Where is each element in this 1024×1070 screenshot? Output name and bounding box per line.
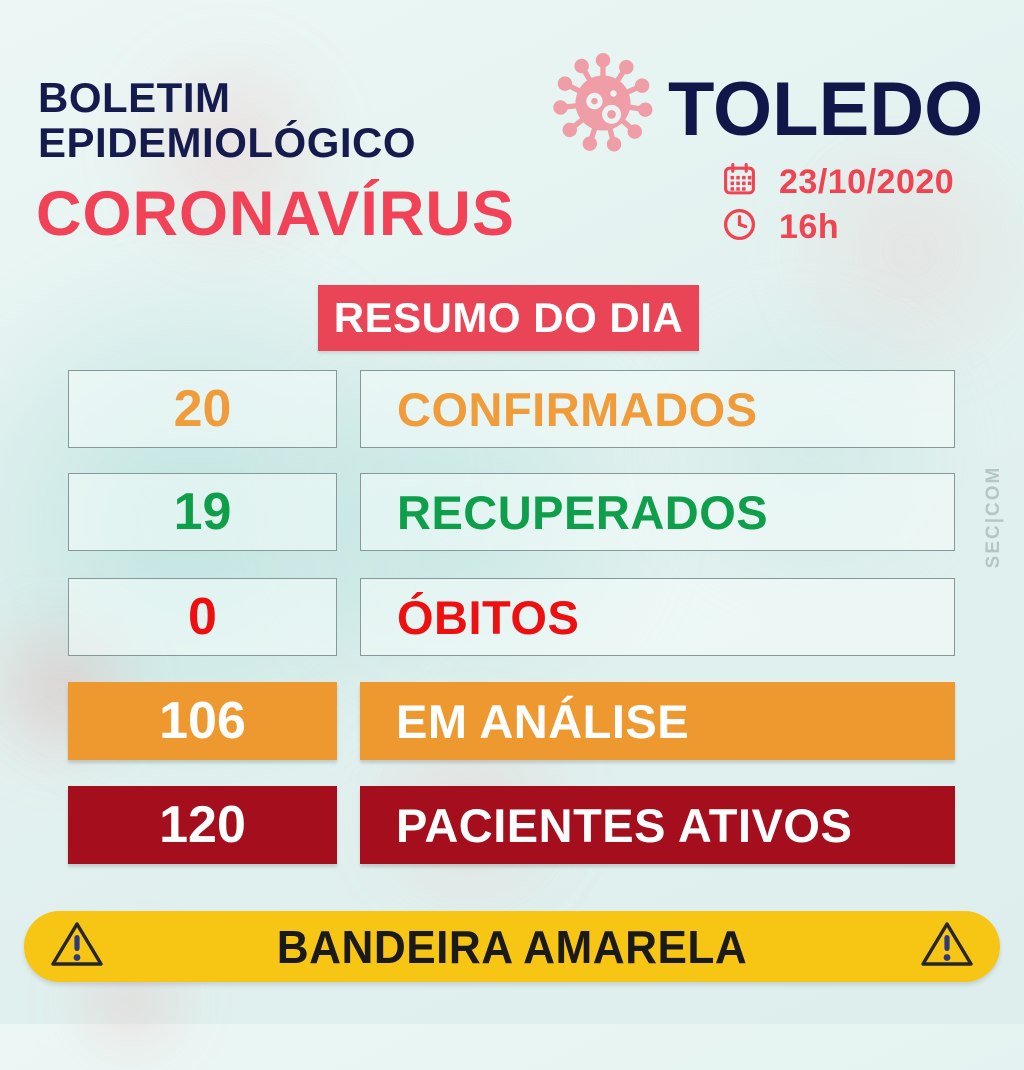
confirmed-label: CONFIRMADOS [360, 370, 955, 448]
flag-status-label: BANDEIRA AMARELA [276, 920, 748, 973]
coronavirus-icon [546, 42, 660, 169]
secicom-watermark: SEC|COM [983, 465, 1004, 569]
calendar-icon [722, 162, 757, 202]
city-name: TOLEDO [668, 67, 984, 152]
recovered-count: 19 [68, 473, 337, 551]
bulletin-time: 16h [779, 207, 840, 246]
flag-status-banner: BANDEIRA AMARELA [24, 911, 1000, 982]
warning-triangle-icon [918, 919, 976, 974]
bulletin-title-coronavirus: CORONAVÍRUS [36, 179, 515, 249]
datetime-block: 23/10/2020 16h [722, 162, 954, 247]
deaths-label: ÓBITOS [360, 578, 955, 656]
clock-icon [722, 207, 757, 247]
summary-banner: RESUMO DO DIA [318, 285, 699, 351]
bulletin-title: BOLETIM EPIDEMIOLÓGICO [38, 74, 417, 166]
active-patients-label: PACIENTES ATIVOS [360, 786, 955, 864]
bulletin-title-line1: BOLETIM [38, 74, 231, 121]
time-row: 16h [722, 207, 954, 247]
under-analysis-count: 106 [68, 682, 337, 760]
warning-triangle-icon [48, 919, 106, 974]
recovered-label: RECUPERADOS [360, 473, 955, 551]
bulletin-title-line2: EPIDEMIOLÓGICO [38, 118, 417, 166]
active-patients-count: 120 [68, 786, 337, 864]
bulletin-date: 23/10/2020 [779, 162, 955, 201]
under-analysis-label: EM ANÁLISE [360, 682, 955, 760]
date-row: 23/10/2020 [722, 162, 954, 202]
deaths-count: 0 [68, 578, 337, 656]
confirmed-count: 20 [68, 370, 337, 448]
